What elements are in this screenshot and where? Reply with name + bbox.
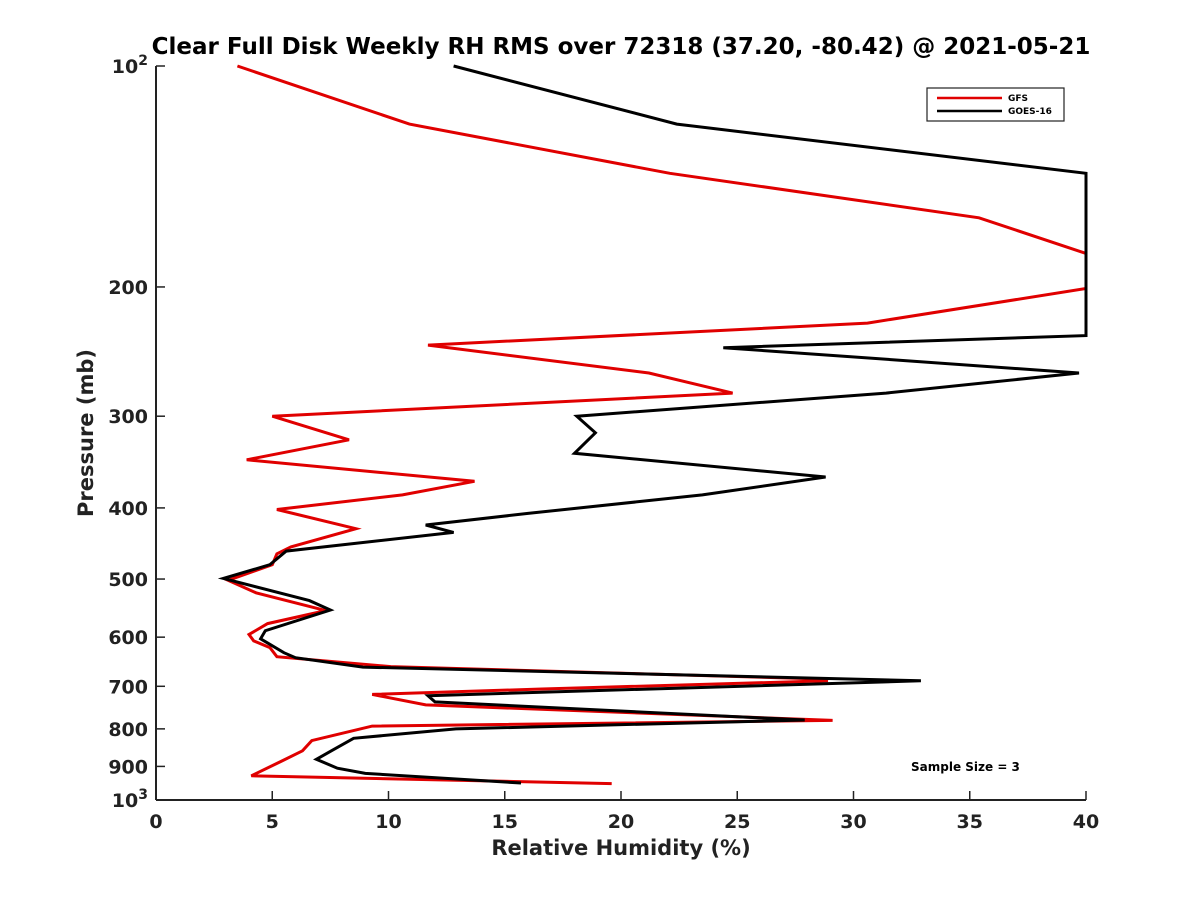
sample-size-annotation: Sample Size = 3 [911,760,1020,774]
y-tick-label: 103 [112,787,148,812]
legend-label-goes16: GOES-16 [1008,107,1052,117]
y-tick-label: 300 [108,406,148,428]
y-tick-label: 200 [108,277,148,299]
x-tick-label: 35 [957,811,983,833]
x-tick-label: 15 [492,811,518,833]
y-ticks: 102 200 300 400 500 600 700 800 900 103 [108,53,165,812]
x-tick-label: 25 [724,811,750,833]
y-tick-label: 500 [108,569,148,591]
legend-label-gfs: GFS [1008,94,1028,104]
y-tick-label: 700 [108,676,148,698]
x-ticks: 0 5 10 15 20 25 30 35 40 [149,791,1099,833]
y-tick-label: 900 [108,756,148,778]
x-tick-label: 10 [375,811,401,833]
y-tick-label: 102 [112,53,148,78]
x-tick-label: 0 [149,811,162,833]
x-tick-label: 40 [1073,811,1099,833]
x-tick-label: 5 [266,811,279,833]
y-axis-label: Pressure (mb) [74,349,98,517]
series-line-goes16 [217,64,1088,785]
x-tick-label: 30 [840,811,866,833]
series-lines [217,64,1088,786]
y-tick-label: 600 [108,627,148,649]
chart-title: Clear Full Disk Weekly RH RMS over 72318… [152,34,1091,60]
y-tick-label: 400 [108,498,148,520]
legend: GFS GOES-16 [926,87,1065,122]
y-tick-label: 800 [108,719,148,741]
x-tick-label: 20 [608,811,634,833]
legend-box [926,87,1065,122]
series-line-gfs [224,64,1088,786]
x-axis-label: Relative Humidity (%) [491,836,750,860]
